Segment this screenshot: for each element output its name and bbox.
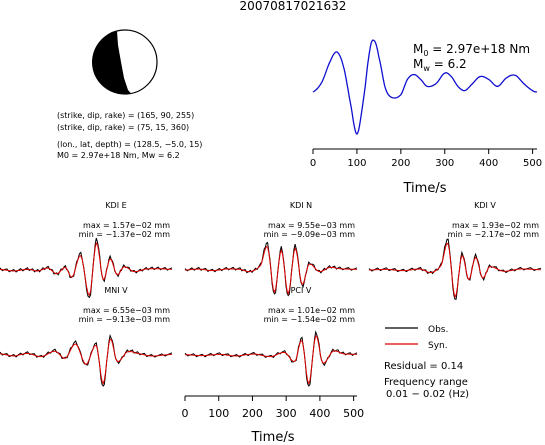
wave-x-tick-label: 300 xyxy=(276,407,297,420)
stf-m0-annotation: M0 = 2.97e+18 Nm xyxy=(413,42,530,58)
beachball xyxy=(91,29,158,95)
stf-plot: 0 100 200 300 400 500 Time/s M0 = 2.97e+18 Nm… xyxy=(310,39,542,196)
frequency-range-value: 0.01 − 0.02 (Hz) xyxy=(386,389,469,400)
waveform-max-label: max = 6.55e−03 mm xyxy=(83,306,170,315)
stf-series-line xyxy=(312,39,538,135)
waveform-min-label: min = −9.13e−03 mm xyxy=(79,315,171,324)
synthetic-trace xyxy=(184,335,358,385)
waveform-station-label: KDI V xyxy=(474,201,496,210)
waveform-station-label: KDI N xyxy=(290,201,312,210)
waveform-station-label: KDI E xyxy=(105,201,126,210)
legend: Obs. Syn. Residual = 0.14 Frequency rang… xyxy=(384,325,469,400)
beachball-param-line-4: M0 = 2.97e+18 Nm, Mw = 6.2 xyxy=(57,151,180,160)
stf-x-tick-label: 0 xyxy=(310,158,316,169)
stf-x-ticks: 0 100 200 300 400 500 xyxy=(310,149,542,169)
wave-x-tick-label: 200 xyxy=(242,407,263,420)
waveform-min-label: min = −9.09e−03 mm xyxy=(264,230,356,239)
residual-label: Residual = 0.14 xyxy=(384,361,463,372)
waveform-station-label: PCI V xyxy=(291,286,312,295)
stf-x-axis-label: Time/s xyxy=(403,181,447,196)
stf-x-tick-label: 300 xyxy=(435,158,454,169)
waveform-max-label: max = 9.55e−03 mm xyxy=(268,221,355,230)
synthetic-trace xyxy=(184,246,358,296)
observed-trace xyxy=(368,238,542,300)
waveform-min-label: min = −2.17e−02 mm xyxy=(448,230,540,239)
wave-x-axis-label: Time/s xyxy=(251,430,295,445)
stf-x-tick-label: 100 xyxy=(347,158,366,169)
stf-x-tick-label: 400 xyxy=(479,158,498,169)
stf-x-tick-label: 500 xyxy=(523,158,542,169)
synthetic-trace xyxy=(0,241,173,297)
waveform-min-label: min = −1.54e−02 mm xyxy=(264,315,356,324)
figure-title: 20070817021632 xyxy=(240,0,347,13)
stf-mw-annotation: Mw = 6.2 xyxy=(413,57,467,73)
waveform-max-label: max = 1.93e−02 mm xyxy=(452,221,539,230)
wave-x-tick-label: 100 xyxy=(208,407,229,420)
wave-time-axis: 0 100 200 300 400 500 Time/s xyxy=(182,395,364,445)
observed-trace xyxy=(184,330,358,387)
beachball-param-line-1: (strike, dip, rake) = (165, 90, 255) xyxy=(57,111,194,120)
beachball-compression-quadrant xyxy=(91,31,131,95)
waveform-max-label: max = 1.57e−02 mm xyxy=(83,221,170,230)
synthetic-trace xyxy=(368,242,542,299)
wave-x-ticks: 0 100 200 300 400 500 xyxy=(182,396,364,420)
waveform-max-label: max = 1.01e−02 mm xyxy=(268,306,355,315)
stf-x-tick-label: 200 xyxy=(391,158,410,169)
beachball-param-line-2: (strike, dip, rake) = (75, 15, 360) xyxy=(57,123,189,132)
synthetic-trace xyxy=(0,338,173,385)
wave-x-tick-label: 500 xyxy=(343,407,364,420)
observed-trace xyxy=(0,237,173,299)
wave-x-tick-label: 0 xyxy=(182,407,189,420)
frequency-range-label: Frequency range xyxy=(384,377,468,388)
waveform-min-label: min = −1.37e−02 mm xyxy=(79,230,171,239)
beachball-param-line-3: (lon., lat, depth) = (128.5, −5.0, 15) xyxy=(57,140,202,149)
legend-syn-label: Syn. xyxy=(428,341,448,351)
legend-obs-label: Obs. xyxy=(428,325,448,335)
observed-trace xyxy=(0,333,173,387)
wave-x-tick-label: 400 xyxy=(309,407,330,420)
waveform-station-label: MNI V xyxy=(104,286,128,295)
